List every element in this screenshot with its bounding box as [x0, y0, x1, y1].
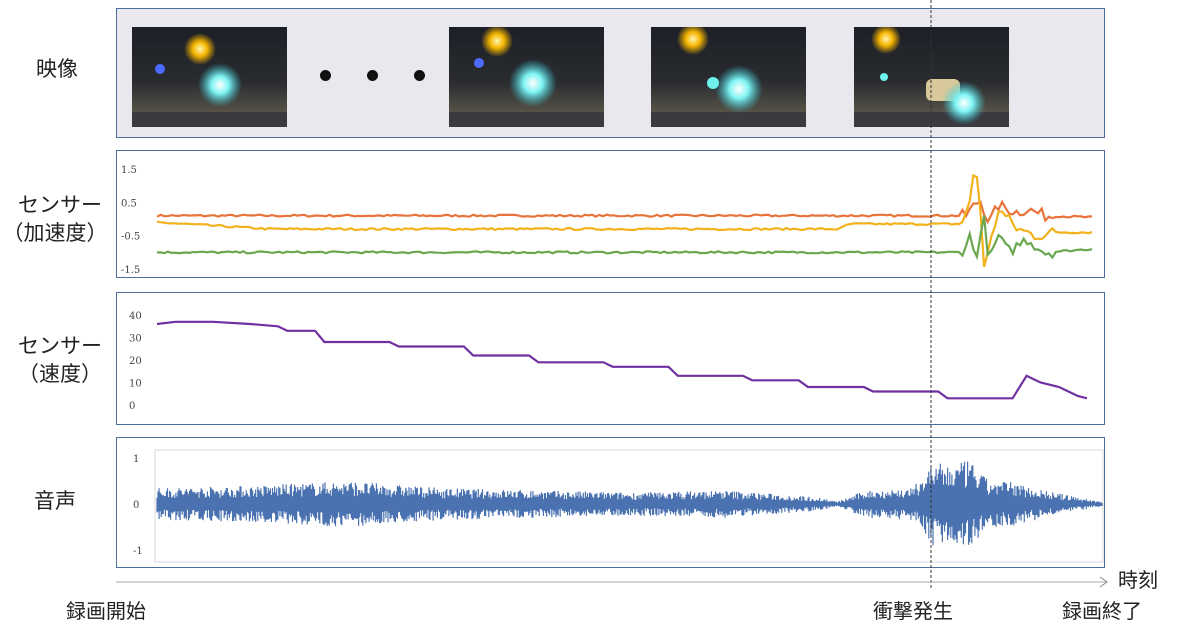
- speed-tick-label: 30: [129, 334, 142, 345]
- impact-label: 衝撃発生: [873, 599, 953, 623]
- audio-waveform: [156, 461, 1103, 546]
- accel-chart: 1.5 0.5 -0.5 -1.5: [121, 165, 1093, 276]
- accel-panel: 1.5 0.5 -0.5 -1.5: [116, 150, 1105, 278]
- accel-series-line-accel_z: [156, 215, 1093, 261]
- speed-panel: 40 30 20 10 0: [116, 292, 1105, 425]
- speed-chart: 40 30 20 10 0: [129, 311, 1088, 412]
- recording-start-label: 録画開始: [66, 599, 146, 623]
- audio-tick-label: 0: [133, 500, 139, 511]
- audio-tick-label: 1: [133, 454, 139, 465]
- speed-tick-label: 0: [129, 401, 135, 412]
- speed-tick-label: 10: [129, 379, 142, 390]
- night-camera-frame-icon: [132, 27, 287, 127]
- recording-end-label: 録画終了: [1062, 599, 1142, 623]
- row-label-speed: センサー （速度）: [4, 332, 116, 388]
- accel-tick-label: 1.5: [121, 165, 137, 176]
- accel-tick-label: -1.5: [121, 265, 140, 276]
- accel-tick-label: -0.5: [121, 232, 140, 243]
- accel-series-line-accel_y: [156, 173, 1093, 268]
- audio-plot-frame: [154, 449, 1104, 563]
- accel-series-line-accel_x: [156, 199, 1093, 225]
- night-camera-frame-impact-icon: [854, 27, 1009, 127]
- video-panel: [116, 8, 1105, 138]
- video-frame-2: [449, 27, 604, 127]
- row-label-accel: センサー （加速度）: [3, 191, 116, 247]
- night-camera-frame-icon: [651, 27, 806, 127]
- video-frame-1: [132, 27, 287, 127]
- speed-tick-label: 20: [129, 356, 142, 367]
- video-frame-3: [651, 27, 806, 127]
- row-label-audio: 音声: [34, 489, 76, 513]
- row-label-video: 映像: [36, 57, 78, 81]
- speed-series-line: [156, 320, 1088, 400]
- ellipsis-dot-2: [367, 70, 378, 81]
- audio-chart: 1 0 -1: [133, 449, 1104, 563]
- video-frame-4-impact: [854, 27, 1009, 127]
- accel-tick-label: 0.5: [121, 198, 137, 209]
- ellipsis-dot-3: [414, 70, 425, 81]
- ellipsis-dot-1: [320, 70, 331, 81]
- audio-panel: 1 0 -1: [116, 437, 1105, 568]
- speed-tick-label: 40: [129, 311, 142, 322]
- row-label-accel-line2: （加速度）: [2, 221, 108, 245]
- night-camera-frame-icon: [449, 27, 604, 127]
- row-label-speed-line2: （速度）: [18, 362, 102, 386]
- audio-tick-label: -1: [133, 546, 143, 557]
- row-label-accel-line1: センサー: [18, 193, 102, 217]
- time-axis-arrow: [116, 576, 1108, 588]
- time-axis-label: 時刻: [1118, 568, 1158, 592]
- row-label-speed-line1: センサー: [18, 334, 102, 358]
